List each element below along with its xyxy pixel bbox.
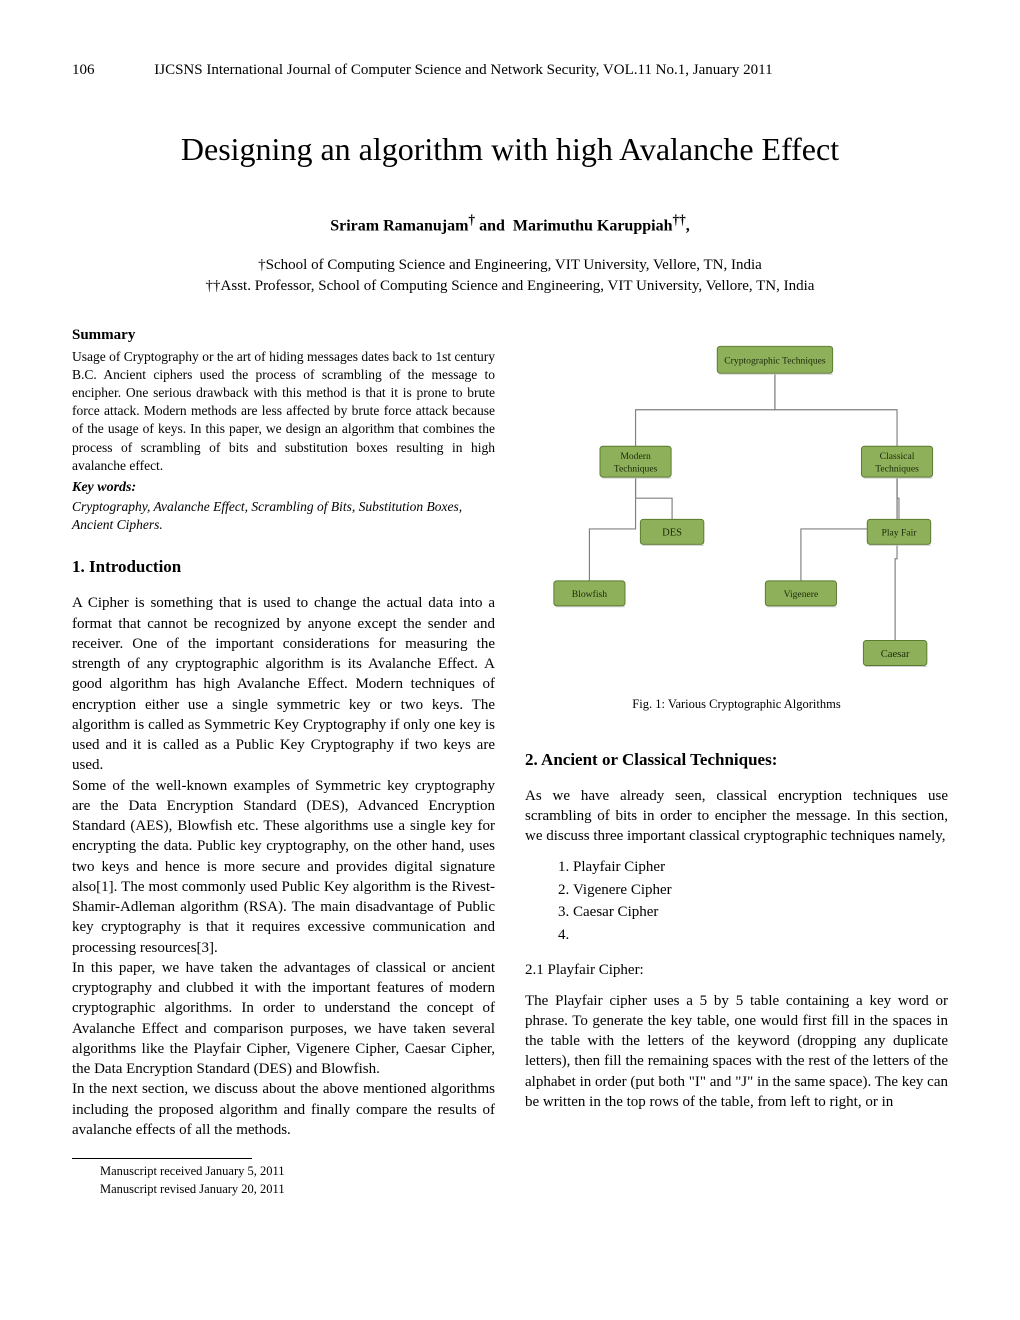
footnote-rule [72,1158,252,1159]
summary-text: Usage of Cryptography or the art of hidi… [72,348,495,476]
svg-text:Cryptographic Techniques: Cryptographic Techniques [724,356,826,367]
right-column: Cryptographic Techniques Modern Techniques… [525,325,948,1198]
s2-para-2: The Playfair cipher uses a 5 by 5 table … [525,991,948,1113]
list-item [573,924,948,947]
intro-para-1: A Cipher is something that is used to ch… [72,593,495,775]
svg-text:Techniques: Techniques [875,464,919,475]
footnote-revised: Manuscript revised January 20, 2011 [100,1181,495,1199]
svg-text:DES: DES [662,528,682,539]
cipher-list: Playfair Cipher Vigenere Cipher Caesar C… [573,856,948,946]
keywords-text: Cryptography, Avalanche Effect, Scrambli… [72,498,495,534]
authors-line: Sriram Ramanujam† and Marimuthu Karuppia… [72,211,948,237]
left-column: Summary Usage of Cryptography or the art… [72,325,495,1198]
svg-text:Caesar: Caesar [881,649,910,660]
list-item: Vigenere Cipher [573,879,948,902]
section-1-heading: 1. Introduction [72,556,495,579]
double-dagger-icon: †† [672,212,685,227]
s2-para-1: As we have already seen, classical encry… [525,786,948,847]
intro-para-4: In the next section, we discuss about th… [72,1079,495,1140]
affiliation-1: †School of Computing Science and Enginee… [72,255,948,276]
subsection-2-1-heading: 2.1 Playfair Cipher: [525,960,948,980]
figure-1-caption: Fig. 1: Various Cryptographic Algorithms [525,696,948,713]
svg-text:Vigenere: Vigenere [784,590,819,601]
journal-name: IJCSNS International Journal of Computer… [154,60,772,80]
affiliations: †School of Computing Science and Enginee… [72,255,948,297]
paper-title: Designing an algorithm with high Avalanc… [72,128,948,171]
list-item: Caesar Cipher [573,901,948,924]
list-item: Playfair Cipher [573,856,948,879]
body-columns: Summary Usage of Cryptography or the art… [72,325,948,1198]
summary-heading: Summary [72,325,495,345]
authors-comma: , [686,218,690,235]
intro-para-2: Some of the well-known examples of Symme… [72,776,495,958]
intro-para-3: In this paper, we have taken the advanta… [72,958,495,1080]
svg-text:Modern: Modern [620,451,651,462]
svg-text:Play Fair: Play Fair [881,528,917,539]
svg-text:Blowfish: Blowfish [572,590,607,601]
figure-1-diagram: Cryptographic Techniques Modern Techniques… [525,329,948,675]
running-header: 106 IJCSNS International Journal of Comp… [72,60,948,80]
svg-text:Techniques: Techniques [614,464,658,475]
svg-text:Classical: Classical [880,451,915,462]
author-1: Sriram Ramanujam [330,218,468,235]
section-2-heading: 2. Ancient or Classical Techniques: [525,749,948,772]
page-number: 106 [72,60,95,80]
keywords-heading: Key words: [72,479,495,498]
footnote-received: Manuscript received January 5, 2011 [100,1163,495,1181]
affiliation-2: ††Asst. Professor, School of Computing S… [72,276,948,297]
dagger-icon: † [468,212,475,227]
author-and: and Marimuthu Karuppiah [479,218,672,235]
